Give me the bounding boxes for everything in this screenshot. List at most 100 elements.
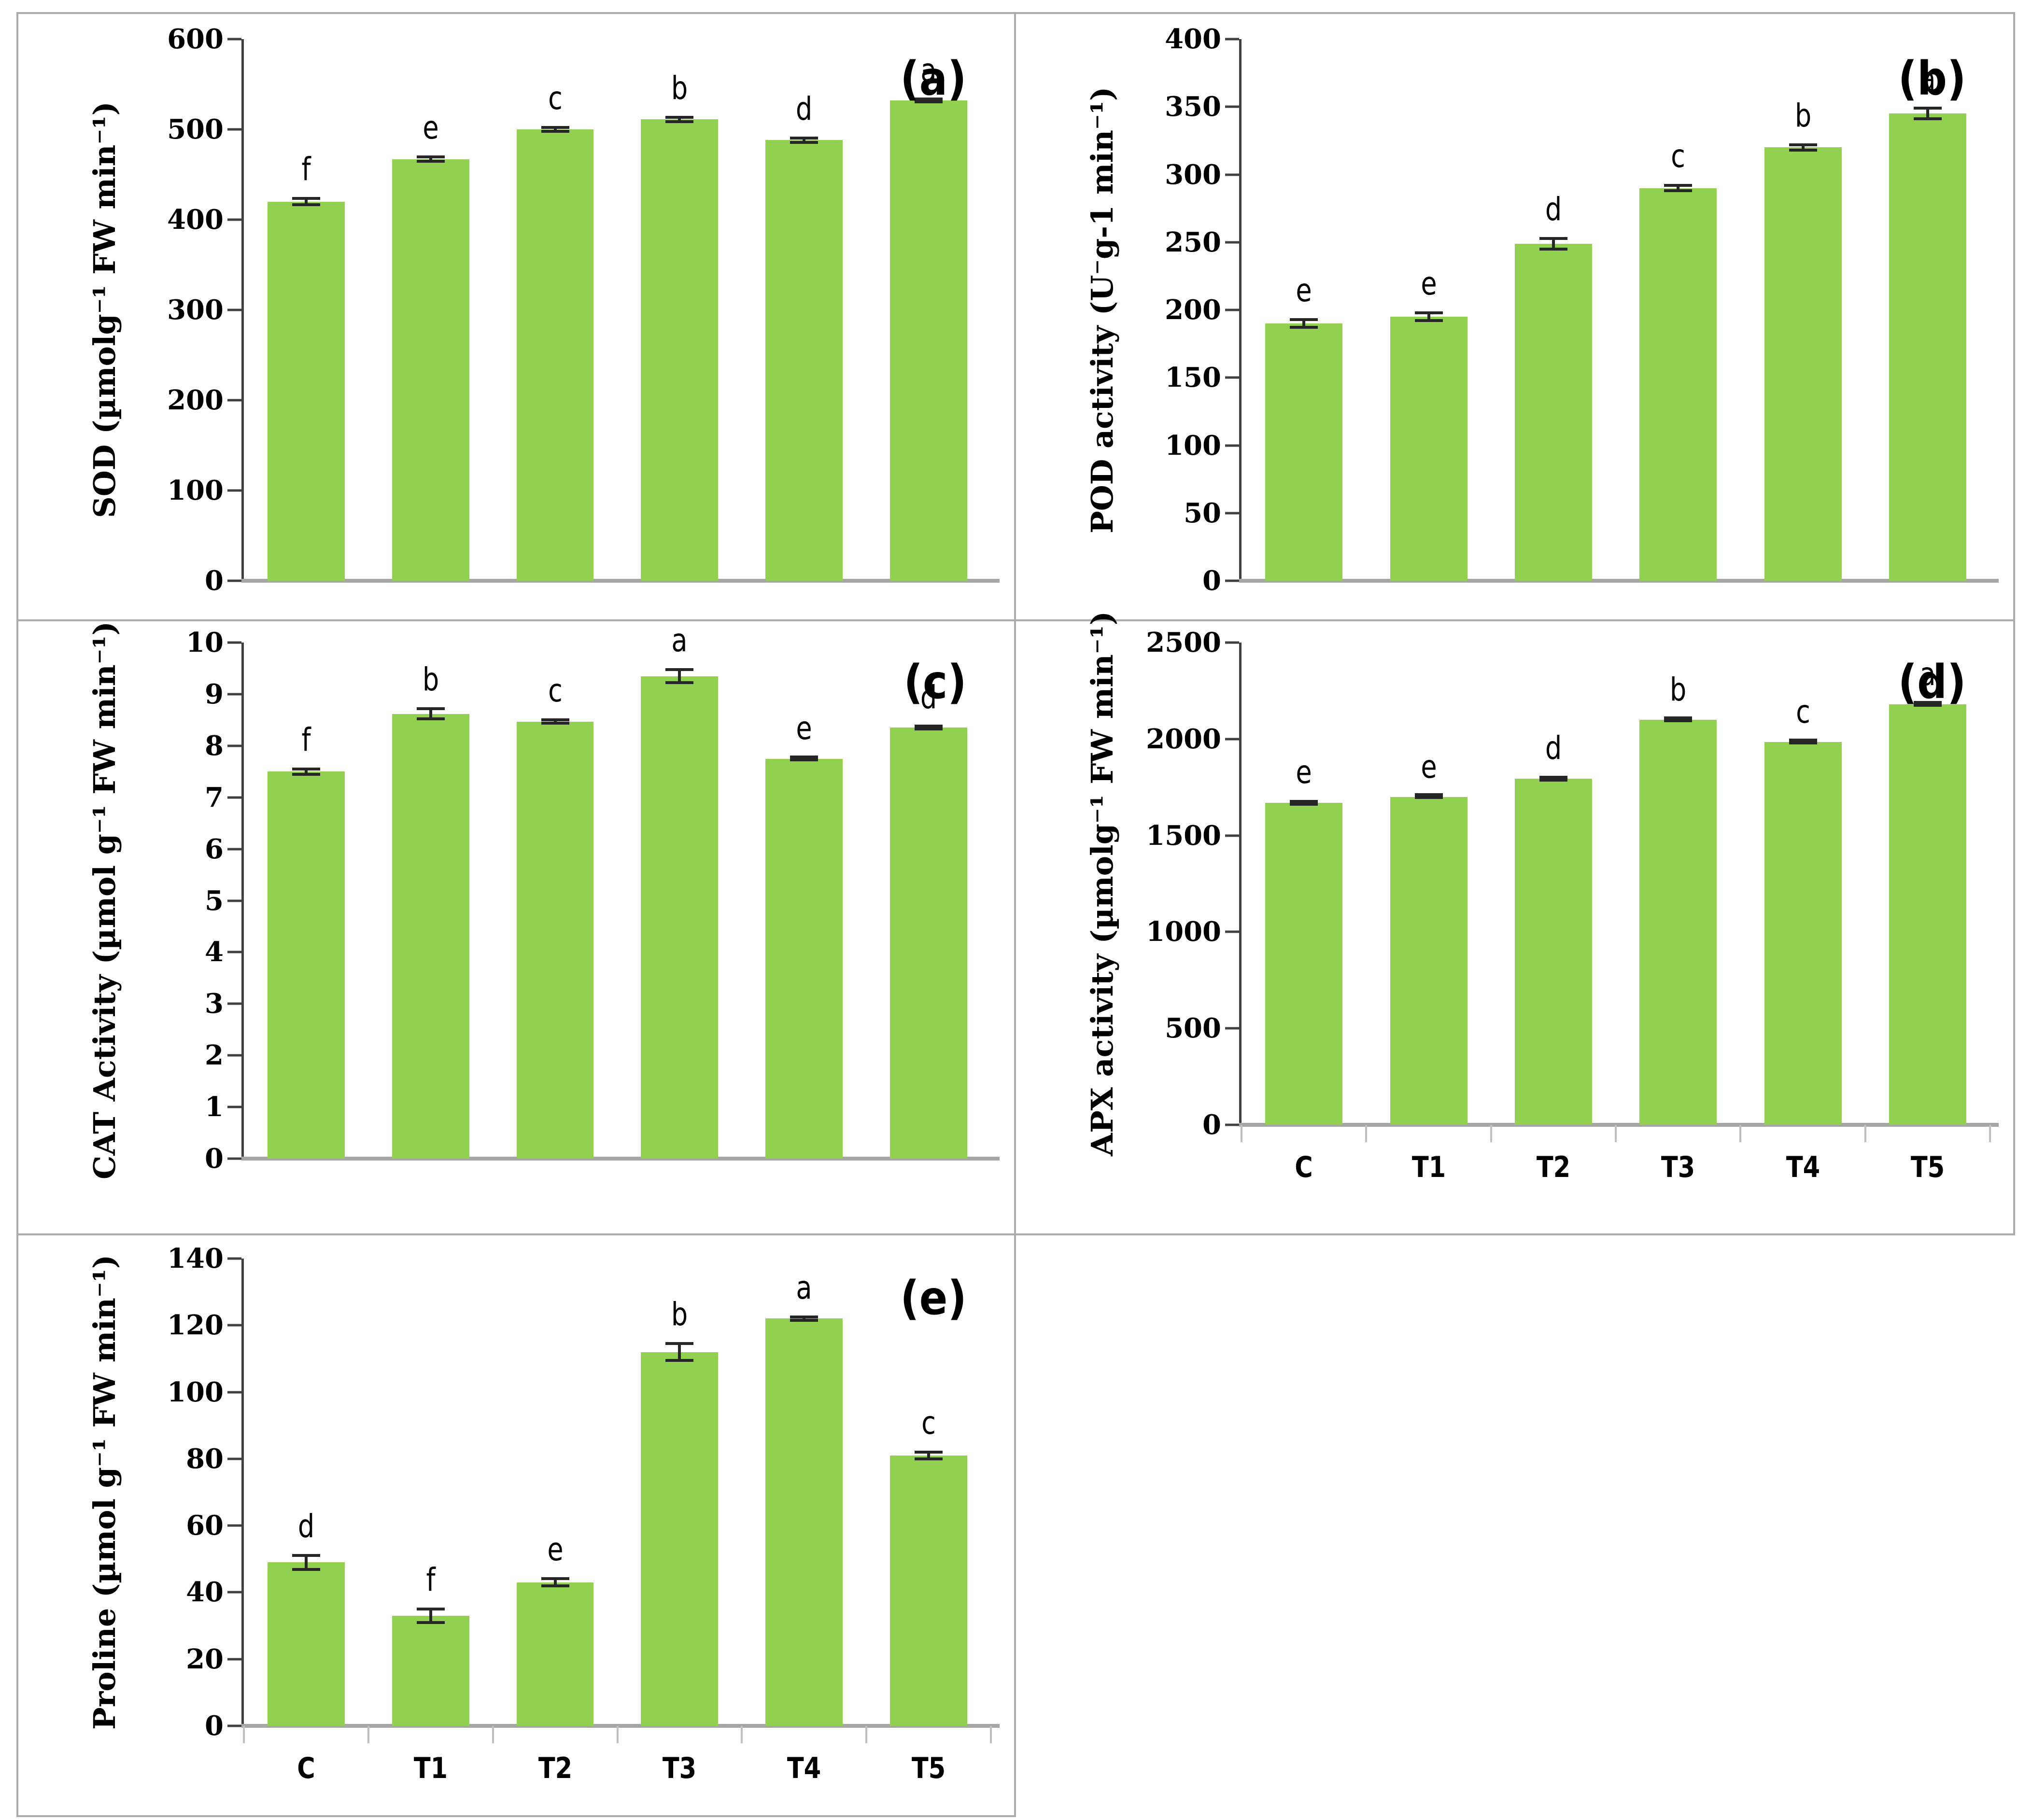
sig-letter-a-T4: d xyxy=(796,90,813,127)
x-axis-line xyxy=(241,1724,1000,1728)
x-tick-mark xyxy=(990,1726,992,1743)
sig-letter-e-T1: f xyxy=(426,1561,436,1598)
bar-c-T2 xyxy=(516,721,594,1159)
error-bar-line xyxy=(304,200,308,203)
y-tick-label: 600 xyxy=(167,23,224,55)
y-tick-label: 300 xyxy=(1165,158,1221,191)
y-tick-label: 0 xyxy=(1202,1109,1221,1141)
x-label-e-C: C xyxy=(297,1751,315,1785)
error-bar-c-T3 xyxy=(665,668,694,684)
error-bar-d-T1 xyxy=(1414,793,1443,799)
error-bar-line xyxy=(678,671,681,681)
x-tick-mark xyxy=(741,1726,743,1743)
error-bar-line xyxy=(429,710,432,718)
bar-c-T5 xyxy=(890,728,967,1159)
y-tick-mark xyxy=(1225,308,1239,311)
bar-e-T5 xyxy=(890,1455,967,1726)
bar-c-T1 xyxy=(392,714,469,1159)
bar-b-T4 xyxy=(1764,147,1842,581)
x-axis-line xyxy=(1239,1123,1999,1127)
x-label-d-T4: T4 xyxy=(1786,1150,1820,1184)
error-bar-line xyxy=(304,770,308,773)
x-tick-mark xyxy=(367,1726,369,1743)
bar-d-C xyxy=(1265,802,1343,1125)
y-tick-mark xyxy=(227,399,241,402)
error-bar-a-T1 xyxy=(416,155,445,163)
y-tick-label: 150 xyxy=(1165,362,1221,394)
y-tick-label: 60 xyxy=(186,1510,224,1542)
error-bar-e-C xyxy=(292,1554,320,1571)
bar-d-T4 xyxy=(1764,742,1842,1125)
sig-letter-a-T1: e xyxy=(423,109,439,147)
y-axis-title: APX activity (µmolg⁻¹ FW min⁻¹) xyxy=(1085,611,1120,1157)
bar-b-T1 xyxy=(1390,317,1468,581)
x-tick-mark xyxy=(1490,1125,1492,1142)
error-bar-c-T4 xyxy=(790,755,818,761)
panel-letter-c: (c) xyxy=(903,655,967,709)
bar-b-T2 xyxy=(1514,243,1592,581)
y-tick-mark xyxy=(227,1457,241,1460)
error-bar-c-T1 xyxy=(416,707,445,721)
error-bar-c-C xyxy=(292,767,320,776)
y-tick-mark xyxy=(1225,579,1239,582)
y-tick-label: 200 xyxy=(1165,294,1221,326)
bar-a-T3 xyxy=(641,119,719,581)
x-label-e-T2: T2 xyxy=(538,1751,572,1785)
y-tick-mark xyxy=(227,1324,241,1327)
y-tick-mark xyxy=(227,693,241,696)
y-tick-mark xyxy=(1225,738,1239,741)
y-tick-label: 10 xyxy=(186,627,224,658)
y-tick-label: 1 xyxy=(205,1091,224,1123)
y-tick-mark xyxy=(227,1257,241,1260)
y-tick-label: 400 xyxy=(167,204,224,236)
sig-letter-d-T2: d xyxy=(1545,729,1562,767)
bar-d-T2 xyxy=(1514,778,1592,1125)
y-tick-label: 9 xyxy=(205,678,224,710)
y-tick-label: 2000 xyxy=(1146,723,1221,755)
y-tick-label: 140 xyxy=(167,1243,224,1274)
error-bar-e-T5 xyxy=(915,1450,943,1461)
x-label-d-T5: T5 xyxy=(1910,1150,1945,1184)
y-tick-mark xyxy=(227,1591,241,1594)
x-tick-mark xyxy=(1739,1125,1742,1142)
sig-letter-a-T3: b xyxy=(671,69,688,107)
sig-letter-b-T5: a xyxy=(1919,60,1936,98)
sig-letter-b-T1: e xyxy=(1420,265,1437,302)
error-bar-a-C xyxy=(292,197,320,206)
sig-letter-d-T5: a xyxy=(1919,656,1936,693)
panel-a-sod-chart: SOD (µmolg⁻¹ FW min⁻¹) 0 100 200 300 400 500 60… xyxy=(16,12,1016,621)
y-tick-mark xyxy=(1225,38,1239,41)
sig-letter-c-C: f xyxy=(301,721,311,758)
error-bar-line xyxy=(1801,146,1805,149)
y-tick-mark xyxy=(1225,1027,1239,1030)
error-bar-line xyxy=(553,1580,557,1585)
y-tick-mark xyxy=(227,848,241,851)
error-bar-b-T1 xyxy=(1414,311,1443,322)
x-tick-mark xyxy=(243,1726,245,1743)
x-label-d-T3: T3 xyxy=(1661,1150,1695,1184)
sig-letter-c-T2: c xyxy=(548,672,563,710)
error-bar-e-T1 xyxy=(416,1607,445,1624)
x-axis-line xyxy=(1239,579,1999,583)
sig-letter-b-C: e xyxy=(1296,271,1312,309)
y-tick-label: 350 xyxy=(1165,91,1221,123)
error-bar-line xyxy=(429,158,432,160)
y-tick-mark xyxy=(227,579,241,582)
y-tick-label: 250 xyxy=(1165,226,1221,258)
y-axis-title: CAT Activity (µmol g⁻¹ FW min⁻¹) xyxy=(87,621,122,1180)
x-tick-mark xyxy=(865,1726,868,1743)
error-bar-b-T2 xyxy=(1539,237,1567,251)
y-tick-mark xyxy=(227,128,241,131)
y-tick-mark xyxy=(1225,173,1239,176)
panel-letter-d: (d) xyxy=(1898,655,1966,709)
y-tick-label: 6 xyxy=(205,833,224,865)
bar-a-T1 xyxy=(392,159,469,581)
y-tick-mark xyxy=(227,38,241,41)
y-tick-mark xyxy=(227,1724,241,1727)
x-tick-mark xyxy=(1615,1125,1617,1142)
y-tick-label: 500 xyxy=(1165,1012,1221,1045)
y-tick-label: 7 xyxy=(205,781,224,813)
y-tick-label: 200 xyxy=(167,384,224,416)
bar-e-T4 xyxy=(765,1318,843,1726)
y-tick-mark xyxy=(227,899,241,902)
